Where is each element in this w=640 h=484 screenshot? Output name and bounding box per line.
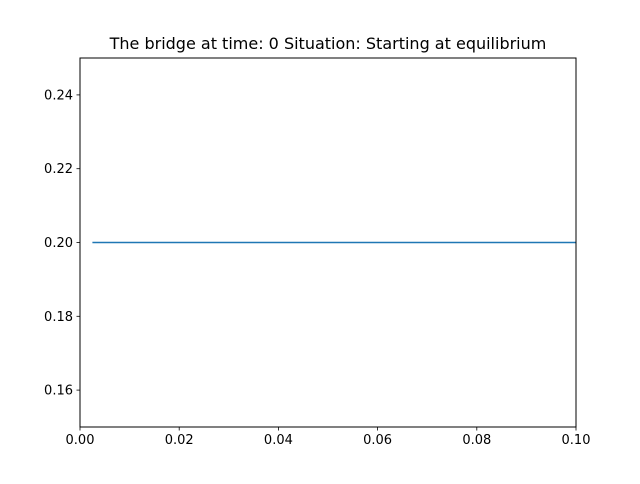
- y-tick-label: 0.24: [44, 88, 73, 103]
- y-axis-ticks: 0.16 0.18 0.20 0.22 0.24: [44, 88, 80, 399]
- y-tick-label: 0.16: [44, 384, 73, 399]
- x-tick-label: 0.08: [462, 433, 491, 448]
- x-tick-label: 0.04: [264, 433, 293, 448]
- y-tick-label: 0.22: [44, 162, 73, 177]
- x-tick-label: 0.10: [562, 433, 591, 448]
- plot-frame: [79, 57, 577, 428]
- x-tick-label: 0.02: [165, 433, 194, 448]
- x-axis-ticks: 0.00 0.02 0.04 0.06 0.08 0.10: [66, 427, 591, 448]
- y-tick-label: 0.18: [44, 310, 73, 325]
- chart-title: The bridge at time: 0 Situation: Startin…: [109, 34, 547, 53]
- y-tick-label: 0.20: [44, 236, 73, 251]
- x-tick-label: 0.00: [66, 433, 95, 448]
- x-tick-label: 0.06: [363, 433, 392, 448]
